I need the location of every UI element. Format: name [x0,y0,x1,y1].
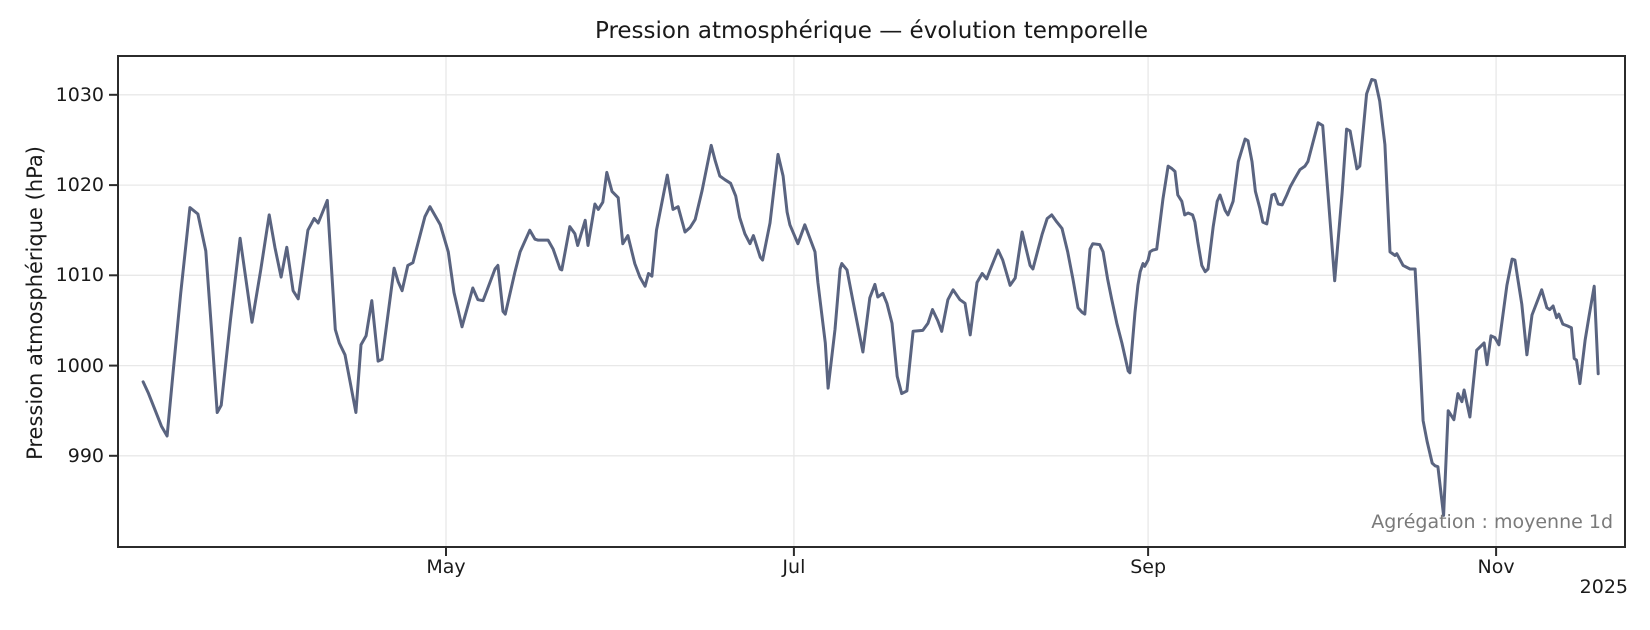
x-tick-label: May [426,556,466,578]
x-tick-label: Jul [782,556,806,578]
x-axis-year-offset-label: 2025 [1579,576,1628,598]
x-tick-label: Sep [1130,556,1166,578]
y-tick-label: 1020 [55,174,104,197]
axes-frame [117,55,1626,548]
chart-title: Pression atmosphérique — évolution tempo… [594,18,1149,44]
pressure-series-line [141,78,1600,517]
x-tick-label: Nov [1477,556,1515,578]
y-tick-label: 1030 [55,83,104,106]
y-axis-label: Pression atmosphérique (hPa) [23,146,47,460]
y-tick-label: 990 [67,444,104,467]
y-tick-label: 1010 [55,264,104,287]
y-tick-label: 1000 [55,354,104,377]
aggregation-annotation: Agrégation : moyenne 1d [1371,511,1613,533]
